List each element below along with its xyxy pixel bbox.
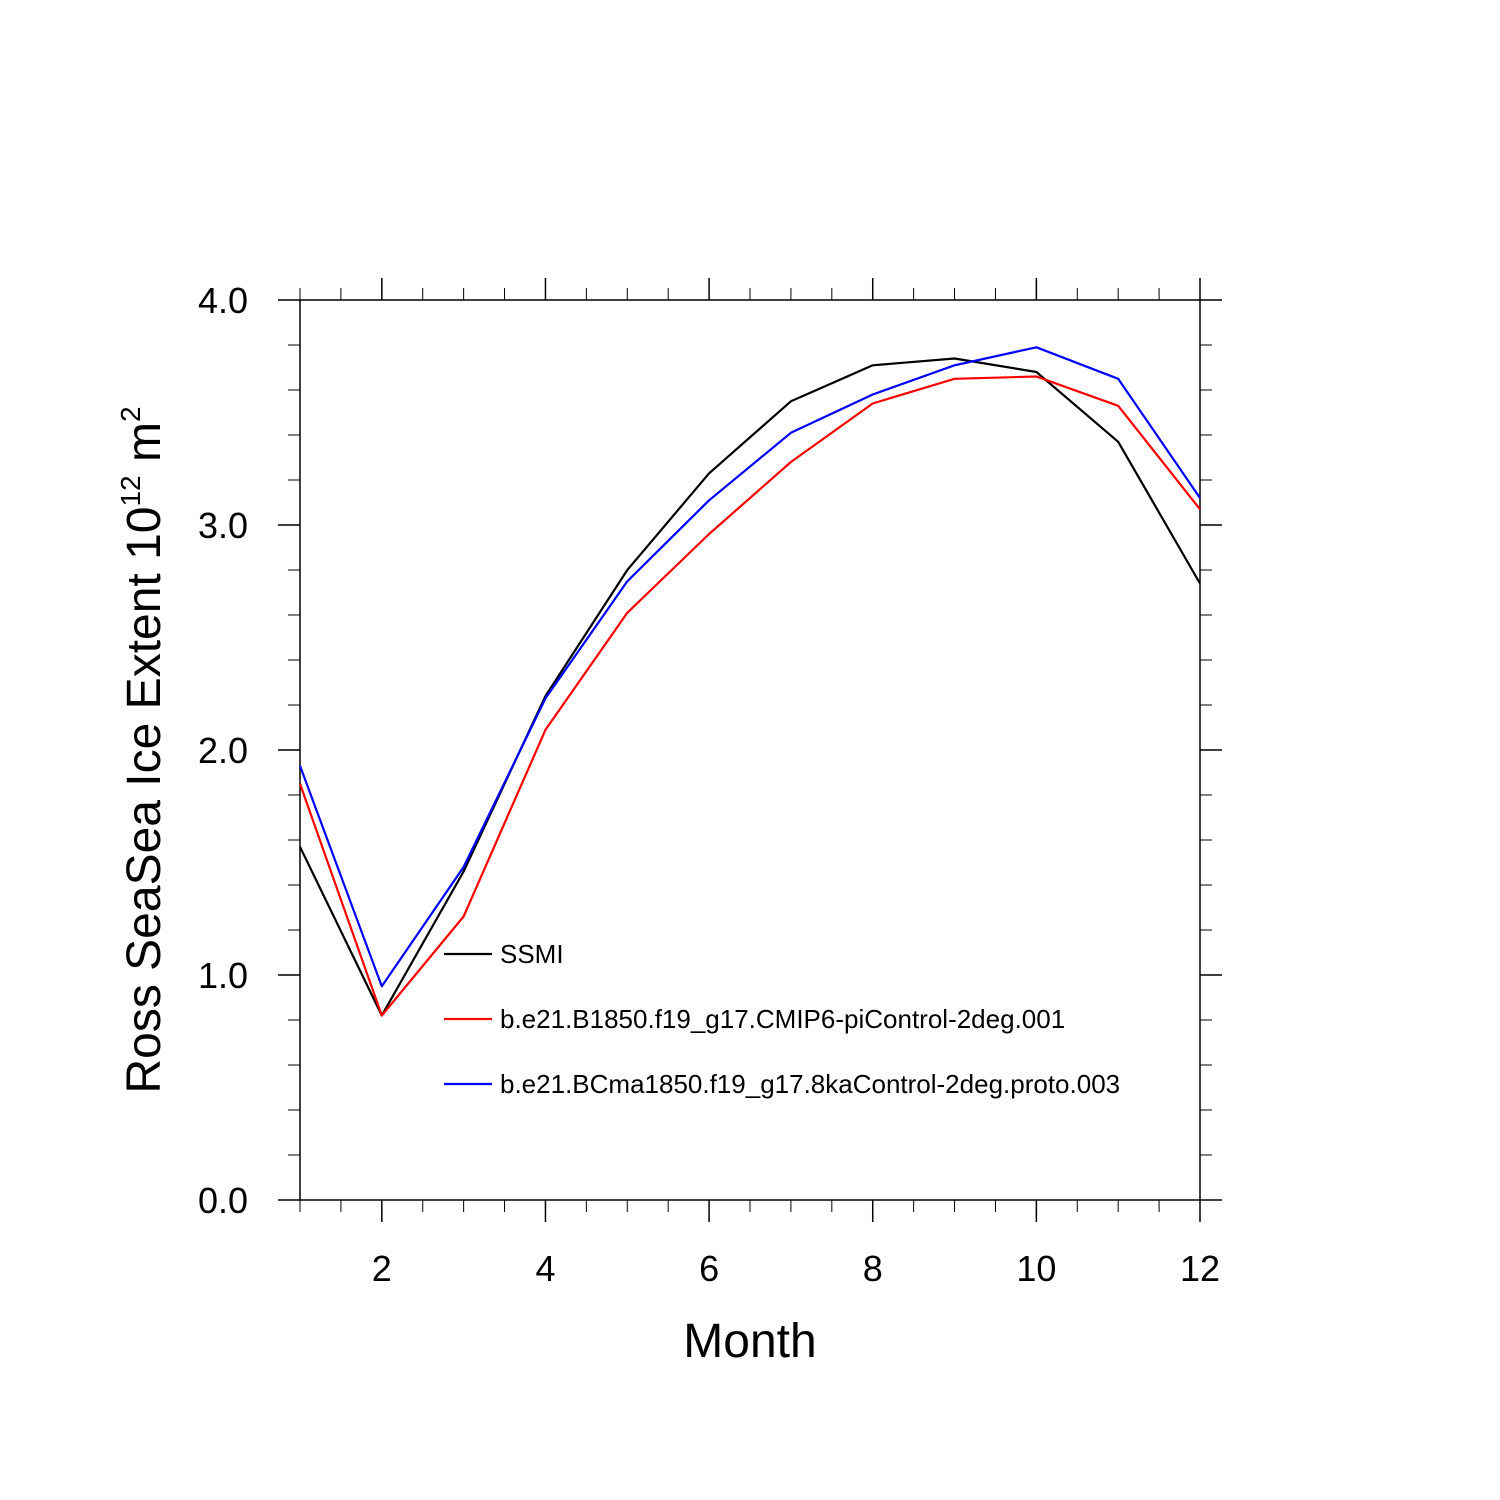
x-tick-label: 4 [535, 1248, 555, 1289]
legend-label-1: SSMI [500, 939, 564, 969]
y-axis-title-unit: m [118, 422, 171, 475]
plot-frame [299, 299, 1201, 1201]
x-tick-label: 6 [699, 1248, 719, 1289]
y-tick-label: 2.0 [198, 730, 248, 771]
y-tick-label: 4.0 [198, 280, 248, 321]
legend: SSMI b.e21.B1850.f19_g17.CMIP6-piControl-… [444, 939, 1120, 1099]
legend-label-3: b.e21.BCma1850.f19_g17.8kaControl-2deg.p… [500, 1069, 1120, 1099]
series-layer [298, 346, 1201, 1017]
y-axis-title-main: Ross SeaSea Ice Extent 10 [118, 507, 171, 1094]
y-tick-label: 1.0 [198, 955, 248, 996]
y-axis-title: Ross SeaSea Ice Extent 1012 m2 [115, 406, 171, 1093]
x-tick-label: 2 [372, 1248, 392, 1289]
y-tick-label: 0.0 [198, 1180, 248, 1221]
axis-ticks [278, 278, 1222, 1222]
series-line-1 [299, 357, 1201, 1017]
x-axis-title: Month [683, 1315, 816, 1368]
series-line-2 [298, 375, 1201, 1017]
series-line-3 [298, 346, 1201, 988]
x-tick-label: 12 [1180, 1248, 1220, 1289]
tick-labels: 2 4 6 8 10 12 0.0 1.0 2.0 3.0 4.0 [198, 280, 1220, 1289]
legend-label-2: b.e21.B1850.f19_g17.CMIP6-piControl-2deg… [500, 1004, 1065, 1034]
y-axis-title-unit-exponent: 2 [115, 406, 146, 422]
y-axis-title-exponent: 12 [115, 475, 146, 506]
y-tick-label: 3.0 [198, 505, 248, 546]
x-tick-label: 10 [1016, 1248, 1056, 1289]
x-tick-label: 8 [863, 1248, 883, 1289]
